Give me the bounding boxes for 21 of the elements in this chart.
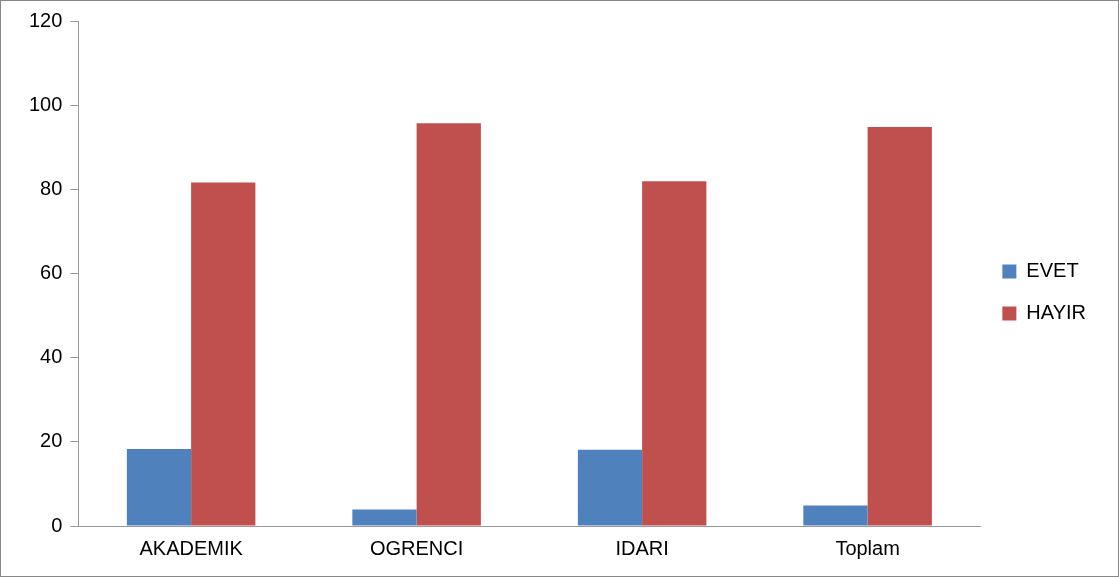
y-tick-label: 60 (40, 261, 63, 284)
y-tick-label: 120 (28, 8, 63, 31)
y-tick-label: 0 (51, 513, 63, 536)
legend-label: EVET (1026, 259, 1079, 282)
y-tick-label: 20 (40, 429, 63, 452)
x-tick-label: Toplam (835, 536, 900, 559)
x-tick-label: OGRENCI (369, 536, 464, 559)
x-tick-label: AKADEMIK (139, 536, 244, 559)
bar (642, 181, 707, 526)
bar (803, 505, 868, 526)
bar (867, 127, 932, 526)
bar (352, 509, 417, 526)
y-tick-label: 100 (28, 92, 63, 115)
x-tick-label: IDARI (615, 536, 669, 559)
bar (191, 182, 256, 526)
bar (126, 448, 192, 526)
y-tick-label: 40 (40, 345, 63, 368)
bar (577, 449, 643, 526)
y-tick-label: 80 (40, 176, 63, 199)
legend-label: HAYIR (1026, 301, 1086, 324)
bar (416, 123, 481, 526)
